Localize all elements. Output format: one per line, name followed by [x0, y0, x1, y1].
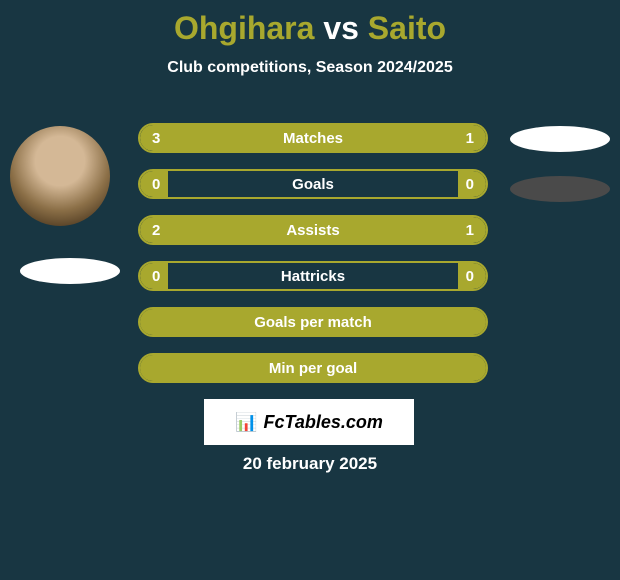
stat-bar-matches: 3 Matches 1 [138, 123, 488, 153]
subtitle: Club competitions, Season 2024/2025 [0, 59, 620, 77]
player2-badge-1 [510, 126, 610, 152]
stat-value-right: 1 [466, 125, 474, 151]
stat-bar-min-per-goal: Min per goal [138, 353, 488, 383]
stat-bar-assists: 2 Assists 1 [138, 215, 488, 245]
stat-value-right: 1 [466, 217, 474, 243]
stat-bar-goals-per-match: Goals per match [138, 307, 488, 337]
title-player2: Saito [368, 10, 446, 46]
chart-icon: 📊 [235, 412, 257, 433]
player2-badge-2 [510, 176, 610, 202]
player1-avatar [10, 126, 110, 226]
stat-label: Hattricks [140, 263, 486, 289]
stat-bar-hattricks: 0 Hattricks 0 [138, 261, 488, 291]
stat-value-right: 0 [466, 171, 474, 197]
stat-label: Assists [140, 217, 486, 243]
logo-text: FcTables.com [264, 412, 383, 433]
page-title: Ohgihara vs Saito [0, 0, 620, 47]
stat-label: Matches [140, 125, 486, 151]
stat-label: Goals per match [140, 309, 486, 335]
stat-bar-goals: 0 Goals 0 [138, 169, 488, 199]
fctables-logo: 📊 FcTables.com [204, 399, 414, 445]
stat-label: Goals [140, 171, 486, 197]
stat-label: Min per goal [140, 355, 486, 381]
player1-badge [20, 258, 120, 284]
title-player1: Ohgihara [174, 10, 314, 46]
title-vs: vs [323, 10, 359, 46]
stats-container: 3 Matches 1 0 Goals 0 2 Assists 1 0 Hatt… [138, 123, 488, 399]
date-label: 20 february 2025 [0, 454, 620, 474]
stat-value-right: 0 [466, 263, 474, 289]
